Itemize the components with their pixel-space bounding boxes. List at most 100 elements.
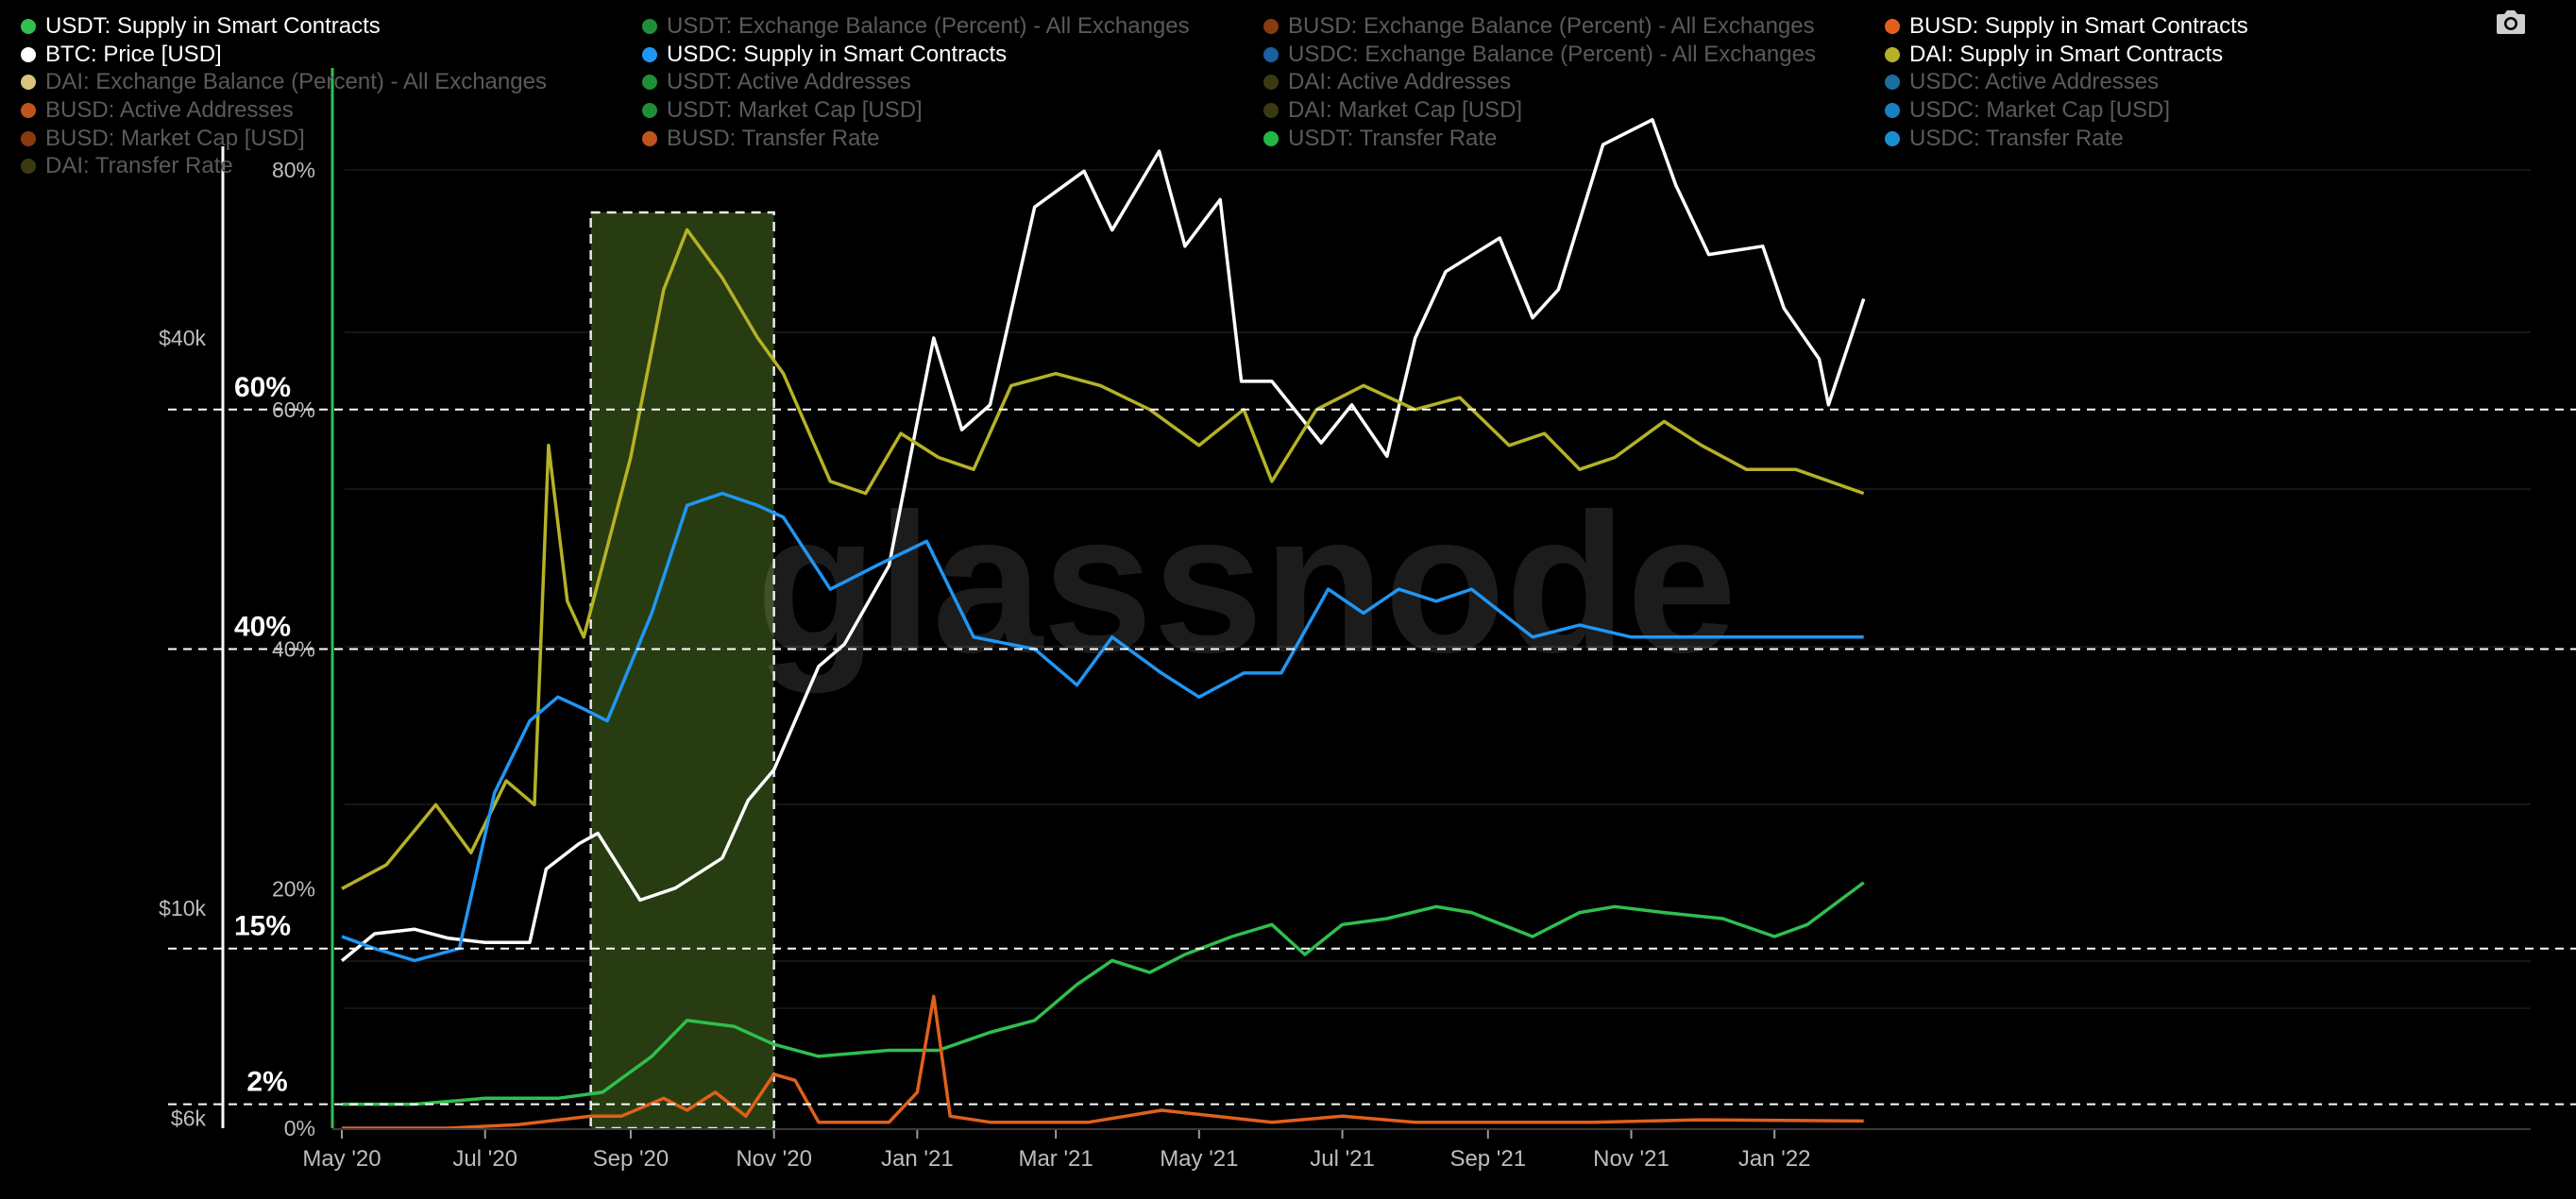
legend-item-busd-transfer-rate[interactable]: BUSD: Transfer Rate — [642, 126, 879, 152]
series-line-dai-supply-in-smart-contracts — [341, 228, 1865, 890]
legend-item-usdt-market-cap-usd[interactable]: USDT: Market Cap [USD] — [642, 97, 923, 124]
legend-dot-icon — [1885, 131, 1900, 146]
legend-dot-icon — [1263, 131, 1279, 146]
legend-item-dai-exchange-balance-percent-all-exchanges[interactable]: DAI: Exchange Balance (Percent) - All Ex… — [21, 69, 547, 95]
reference-label: 60% — [234, 372, 291, 403]
legend-label: USDC: Exchange Balance (Percent) - All E… — [1288, 42, 1816, 67]
legend-dot-icon — [21, 131, 36, 146]
x-tick-label: Nov '21 — [1593, 1146, 1669, 1172]
legend-label: USDT: Active Addresses — [667, 69, 911, 94]
legend-label: DAI: Active Addresses — [1288, 69, 1512, 94]
legend-dot-icon — [21, 159, 36, 174]
legend-dot-icon — [1263, 47, 1279, 62]
legend-label: USDC: Supply in Smart Contracts — [667, 42, 1008, 67]
legend-label: BUSD: Exchange Balance (Percent) - All E… — [1288, 13, 1815, 39]
legend-dot-icon — [1263, 75, 1279, 90]
legend-label: BUSD: Supply in Smart Contracts — [1909, 13, 2248, 39]
reference-label: 15% — [234, 911, 291, 942]
x-tick-label: Jul '20 — [452, 1146, 517, 1172]
legend-item-usdt-supply-in-smart-contracts[interactable]: USDT: Supply in Smart Contracts — [21, 13, 381, 40]
legend-dot-icon — [21, 75, 36, 90]
y-left-tick-label: $6k — [171, 1106, 207, 1131]
legend-dot-icon — [642, 131, 657, 146]
legend-item-dai-active-addresses[interactable]: DAI: Active Addresses — [1263, 69, 1511, 95]
legend-label: USDT: Market Cap [USD] — [667, 97, 923, 123]
y-right-tick-label: 0% — [284, 1116, 315, 1140]
y-left-tick-label: $10k — [159, 896, 206, 920]
reference-layer: 60% 40% 15% 2% — [168, 372, 2576, 1106]
legend-item-usdc-exchange-balance-percent-all-exchanges[interactable]: USDC: Exchange Balance (Percent) - All E… — [1263, 42, 1816, 68]
series-line-usdc-supply-in-smart-contracts — [341, 491, 1864, 963]
reference-label: 2% — [246, 1067, 287, 1098]
legend-item-usdt-exchange-balance-percent-all-exchanges[interactable]: USDT: Exchange Balance (Percent) - All E… — [642, 13, 1190, 40]
x-tick-label: May '20 — [302, 1146, 381, 1172]
x-tick-label: Jan '21 — [881, 1146, 954, 1172]
highlight-layer — [589, 211, 775, 1130]
y-right-tick-label: 40% — [272, 637, 315, 662]
legend-item-busd-market-cap-usd[interactable]: BUSD: Market Cap [USD] — [21, 126, 305, 152]
legend-dot-icon — [1885, 103, 1900, 118]
legend-item-dai-market-cap-usd[interactable]: DAI: Market Cap [USD] — [1263, 97, 1522, 124]
legend-item-busd-active-addresses[interactable]: BUSD: Active Addresses — [21, 97, 294, 124]
y-right-tick-label: 60% — [272, 397, 315, 422]
legend-dot-icon — [21, 47, 36, 62]
legend-label: BUSD: Active Addresses — [45, 97, 294, 123]
legend-item-busd-supply-in-smart-contracts[interactable]: BUSD: Supply in Smart Contracts — [1885, 13, 2248, 40]
legend-dot-icon — [1263, 19, 1279, 34]
legend-dot-icon — [642, 75, 657, 90]
series-layer — [340, 118, 1866, 1130]
x-tick-label: Mar '21 — [1018, 1146, 1093, 1172]
x-tick-label: May '21 — [1160, 1146, 1238, 1172]
legend-dot-icon — [21, 103, 36, 118]
legend-dot-icon — [1885, 47, 1900, 62]
camera-icon[interactable] — [2495, 8, 2527, 36]
legend-label: USDC: Active Addresses — [1909, 69, 2160, 94]
legend-item-usdc-active-addresses[interactable]: USDC: Active Addresses — [1885, 69, 2159, 95]
series-line-usdt-supply-in-smart-contracts — [342, 881, 1865, 1106]
legend-dot-icon — [1885, 75, 1900, 90]
axis-layer: $40k $10k $6k 80% 60% 40% 20% 0% May '20 Jul '20 S… — [159, 68, 2531, 1172]
legend-label: DAI: Supply in Smart Contracts — [1909, 42, 2224, 67]
legend-label: BUSD: Transfer Rate — [667, 126, 880, 151]
highlight-region — [589, 211, 775, 1130]
legend-dot-icon — [21, 19, 36, 34]
legend-label: USDC: Transfer Rate — [1909, 126, 2124, 151]
legend-item-btc-price-usd[interactable]: BTC: Price [USD] — [21, 42, 222, 68]
legend-dot-icon — [1263, 103, 1279, 118]
legend-item-usdc-transfer-rate[interactable]: USDC: Transfer Rate — [1885, 126, 2124, 152]
legend-dot-icon — [642, 103, 657, 118]
legend-item-dai-transfer-rate[interactable]: DAI: Transfer Rate — [21, 153, 233, 179]
legend-dot-icon — [642, 47, 657, 62]
legend-item-usdc-market-cap-usd[interactable]: USDC: Market Cap [USD] — [1885, 97, 2170, 124]
series-line-busd-supply-in-smart-contracts — [342, 994, 1864, 1130]
legend-label: BTC: Price [USD] — [45, 42, 222, 67]
y-left-tick-label: $40k — [159, 326, 206, 350]
y-right-tick-label: 80% — [272, 158, 315, 182]
x-tick-label: Jul '21 — [1310, 1146, 1375, 1172]
legend: USDT: Supply in Smart Contracts USDT: Exc… — [0, 0, 2576, 189]
x-tick-label: Nov '20 — [736, 1146, 812, 1172]
x-tick-label: Sep '20 — [593, 1146, 669, 1172]
legend-item-busd-exchange-balance-percent-all-exchanges[interactable]: BUSD: Exchange Balance (Percent) - All E… — [1263, 13, 1815, 40]
x-tick-label: Sep '21 — [1449, 1146, 1526, 1172]
legend-label: DAI: Market Cap [USD] — [1288, 97, 1523, 123]
legend-label: DAI: Exchange Balance (Percent) - All Ex… — [45, 69, 547, 94]
legend-dot-icon — [642, 19, 657, 34]
legend-item-usdt-transfer-rate[interactable]: USDT: Transfer Rate — [1263, 126, 1497, 152]
y-right-tick-label: 20% — [272, 876, 315, 901]
legend-label: USDT: Exchange Balance (Percent) - All E… — [667, 13, 1190, 39]
legend-dot-icon — [1885, 19, 1900, 34]
legend-label: DAI: Transfer Rate — [45, 153, 233, 178]
watermark: glassnode — [756, 472, 1737, 694]
legend-label: BUSD: Market Cap [USD] — [45, 126, 305, 151]
legend-item-usdt-active-addresses[interactable]: USDT: Active Addresses — [642, 69, 911, 95]
reference-label: 40% — [234, 612, 291, 643]
legend-item-usdc-supply-in-smart-contracts[interactable]: USDC: Supply in Smart Contracts — [642, 42, 1007, 68]
series-line-btc-price-usd — [340, 118, 1866, 963]
legend-label: USDC: Market Cap [USD] — [1909, 97, 2171, 123]
legend-item-dai-supply-in-smart-contracts[interactable]: DAI: Supply in Smart Contracts — [1885, 42, 2223, 68]
legend-label: USDT: Transfer Rate — [1288, 126, 1498, 151]
x-tick-label: Jan '22 — [1738, 1146, 1811, 1172]
